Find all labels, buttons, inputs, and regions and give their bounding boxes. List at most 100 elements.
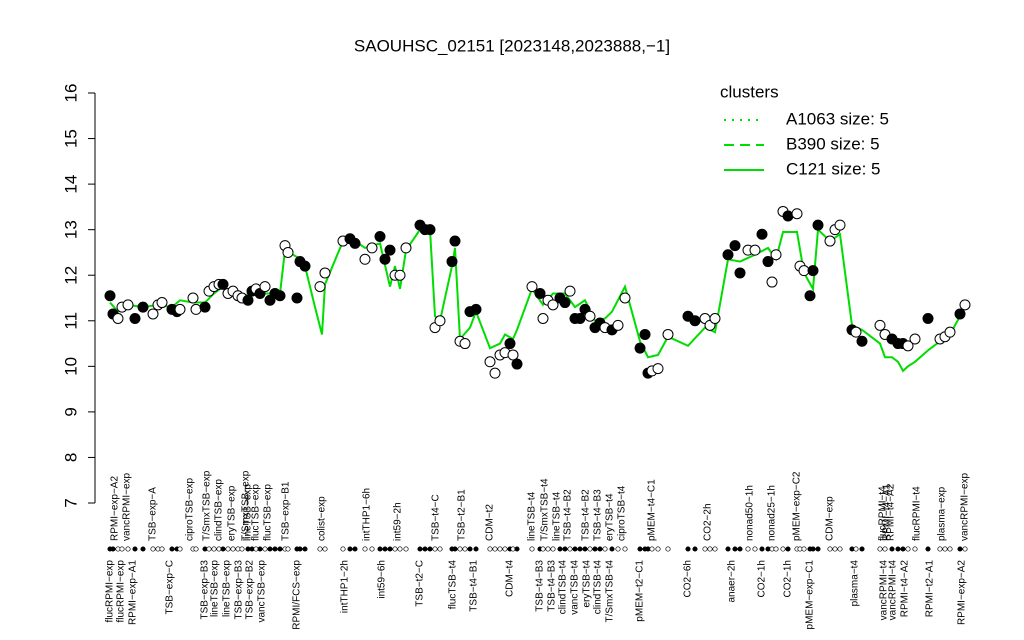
sample-dot	[655, 546, 661, 552]
sample-dot	[427, 546, 433, 552]
sample-dot	[810, 546, 816, 552]
x-label-bottom: TSB−t2−C	[415, 560, 426, 607]
sample-point	[122, 299, 134, 311]
sample-dot	[785, 546, 791, 552]
y-tick-label: 8	[61, 453, 80, 462]
sample-point	[791, 208, 803, 220]
y-tick-label: 14	[61, 175, 80, 194]
sample-point	[274, 290, 286, 302]
x-label-top: colist−exp	[317, 496, 328, 541]
x-label-bottom: T/SmxTSB−t4	[605, 560, 616, 623]
sample-dot	[239, 546, 245, 552]
sample-dot	[889, 546, 895, 552]
sample-point	[909, 333, 921, 345]
sample-dot	[609, 546, 615, 552]
sample-point	[709, 313, 721, 324]
sample-dot	[637, 546, 643, 552]
x-label-bottom: flucTSB−t4	[448, 560, 459, 610]
sample-dot	[937, 546, 943, 552]
sample-dot	[369, 546, 375, 552]
sample-point	[729, 240, 741, 252]
sample-dot	[417, 546, 423, 552]
sample-point	[762, 256, 774, 268]
sample-dot	[587, 546, 593, 552]
sample-dot	[387, 546, 393, 552]
sample-dot	[220, 546, 226, 552]
x-label-bottom: flucRPMI−exp	[116, 560, 127, 623]
sample-dot	[473, 546, 479, 552]
sample-point	[922, 313, 934, 324]
sample-dot	[737, 546, 743, 552]
x-label-top: TSB−t4−B3	[593, 489, 604, 541]
sample-point	[190, 303, 202, 315]
sample-point	[319, 267, 331, 279]
x-label-bottom: clindTSB−t4	[558, 560, 569, 615]
x-label-bottom: CO2−6h	[683, 560, 694, 598]
sample-point	[634, 342, 646, 354]
x-label-top: TSB−t4−B2	[581, 489, 592, 541]
sample-dot	[437, 546, 443, 552]
y-tick-label: 10	[61, 357, 80, 376]
sample-dot	[317, 546, 323, 552]
sample-dot	[119, 546, 125, 552]
sample-point	[484, 356, 496, 368]
sample-dot	[169, 546, 175, 552]
sample-point	[507, 349, 519, 361]
x-label-bottom: CO2−1h	[783, 560, 794, 598]
x-label-bottom: TSB−exp−B2	[245, 560, 256, 620]
x-label-bottom: RPMI/FCS−exp	[292, 560, 303, 630]
chart-title: SAOUHSC_02151 [2023148,2023888,−1]	[354, 36, 670, 55]
y-tick-label: 16	[61, 84, 80, 103]
x-label-top: eryTSB−exp	[227, 485, 238, 541]
sample-point	[564, 285, 576, 297]
sample-dot	[193, 546, 199, 552]
sample-dot	[403, 546, 409, 552]
sample-dot	[597, 546, 603, 552]
sample-dot	[322, 546, 328, 552]
sample-dot	[211, 546, 217, 552]
sample-dot	[150, 546, 156, 552]
x-label-bottom: intTHP1−2h	[340, 560, 351, 613]
sample-dot	[853, 546, 859, 552]
sample-dot	[827, 546, 833, 552]
sample-point	[559, 297, 571, 309]
sample-dot	[773, 546, 779, 552]
x-label-top: nonad25−1h	[767, 485, 778, 541]
legend-label: B390 size: 5	[786, 134, 880, 153]
sample-dot	[347, 546, 353, 552]
x-label-bottom: vancRPMI−t4	[879, 560, 890, 621]
x-label-bottom: TSB−exp−C	[165, 560, 176, 614]
sample-point	[489, 367, 501, 379]
sample-point	[804, 290, 816, 302]
x-label-top: CDM−exp	[825, 496, 836, 541]
sample-point	[824, 235, 836, 247]
x-label-top: TSB−exp−A	[148, 487, 159, 541]
x-label-top: int59−2h	[393, 502, 404, 541]
sample-dot	[942, 546, 948, 552]
x-label-top: TSB−t4−B2	[563, 489, 574, 541]
sample-point	[384, 244, 396, 256]
y-tick-label: 15	[61, 129, 80, 148]
sample-dot	[462, 546, 468, 552]
sample-dot	[859, 546, 865, 552]
x-label-top: CO2−2h	[703, 503, 714, 541]
sample-point	[187, 292, 199, 304]
sample-dot	[140, 546, 146, 552]
x-label-bottom: anaer−2h	[727, 560, 738, 603]
sample-point	[511, 358, 523, 370]
sample-point	[470, 303, 482, 315]
sample-dot	[685, 546, 691, 552]
x-label-top: TSB−exp−B1	[281, 481, 292, 541]
x-label-bottom: flucRPMI−exp	[105, 560, 116, 623]
sample-point	[379, 253, 391, 265]
sample-dot	[780, 546, 786, 552]
sample-dot	[962, 546, 968, 552]
x-label-top: intTHP1−6h	[362, 488, 373, 541]
x-label-top: pMEM−exp−C2	[792, 471, 803, 541]
sample-dot	[582, 546, 588, 552]
x-label-bottom: TSB−t4−B3	[535, 560, 546, 612]
sample-point	[749, 244, 761, 256]
x-label-bottom: RPMI−t4−A2	[900, 560, 911, 618]
sample-dot	[692, 546, 698, 552]
sample-dot	[497, 546, 503, 552]
